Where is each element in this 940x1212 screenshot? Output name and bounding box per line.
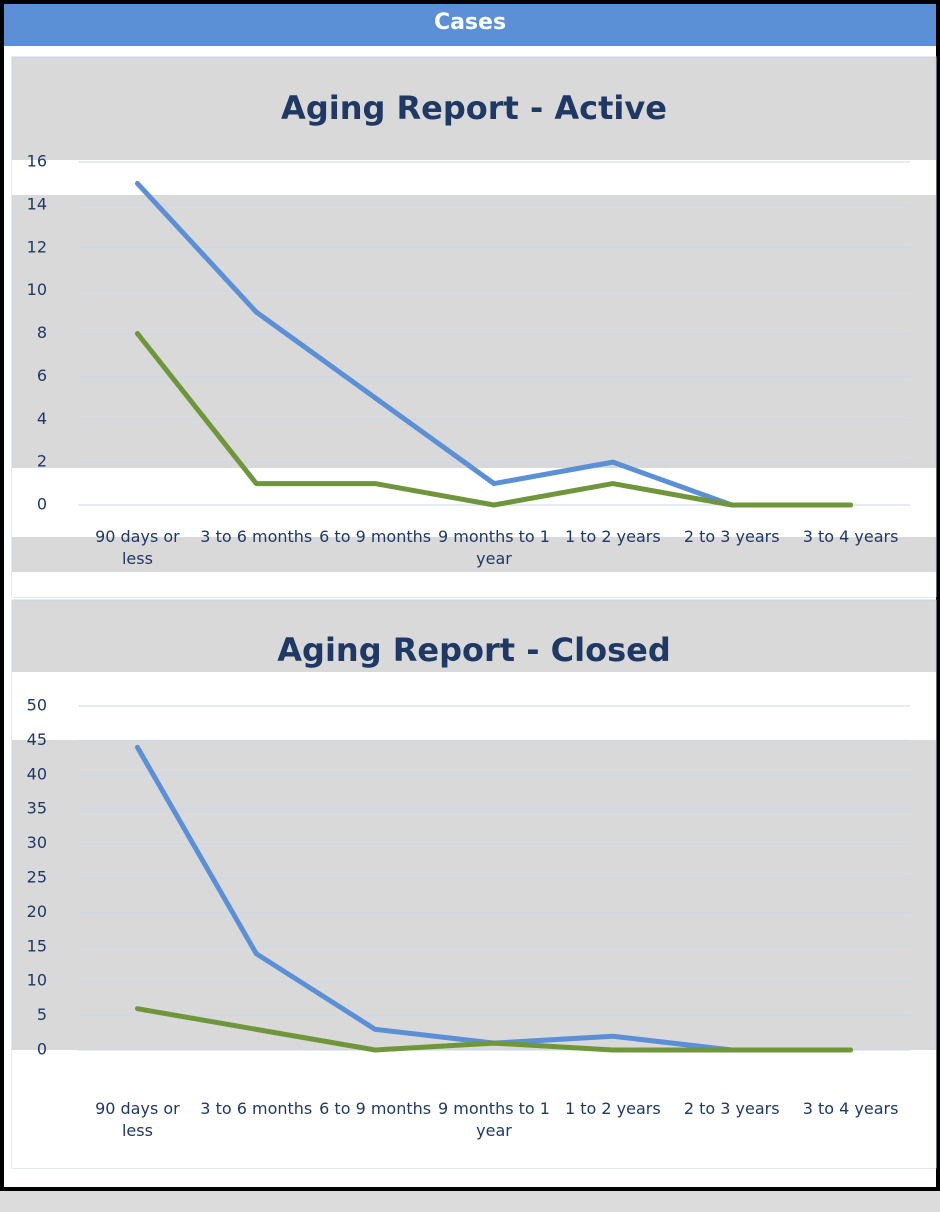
x-tick-label: 2 to 3 years [683, 527, 780, 546]
x-tick-label: 2 to 3 years [683, 1099, 780, 1118]
chart-title: Aging Report - Active [281, 89, 667, 127]
y-tick-label: 14 [27, 194, 47, 213]
y-tick-label: 4 [37, 409, 47, 428]
y-tick-label: 25 [27, 868, 47, 887]
y-tick-label: 15 [27, 936, 47, 955]
panels [11, 56, 937, 1169]
y-tick-label: 35 [27, 799, 47, 818]
x-tick-label: 6 to 9 months [319, 1099, 432, 1118]
y-tick-label: 0 [37, 1040, 47, 1059]
y-tick-label: 16 [27, 152, 47, 171]
x-tick-label: 1 to 2 years [564, 1099, 661, 1118]
x-tick-label: 3 to 6 months [200, 527, 313, 546]
y-tick-label: 5 [37, 1005, 47, 1024]
band [12, 160, 936, 195]
x-tick-label: 9 months to 1 year [438, 1099, 550, 1140]
line-series [134, 1006, 854, 1053]
band [12, 572, 936, 597]
y-tick-label: 10 [27, 971, 47, 990]
y-tick-label: 50 [27, 696, 47, 715]
x-tick-label: 6 to 9 months [319, 527, 432, 546]
x-tick-label: 9 months to 1 year [438, 527, 550, 568]
y-tick-label: 10 [27, 280, 47, 299]
y-tick-label: 30 [27, 833, 47, 852]
y-tick-label: 40 [27, 764, 47, 783]
header: Cases [4, 4, 936, 46]
y-tick-label: 0 [37, 495, 47, 514]
y-tick-label: 45 [27, 730, 47, 749]
y-tick-label: 20 [27, 902, 47, 921]
x-tick-label: 3 to 4 years [802, 527, 899, 546]
y-tick-label: 6 [37, 366, 47, 385]
y-tick-label: 12 [27, 237, 47, 256]
band [12, 1050, 936, 1168]
chart-title: Aging Report - Closed [277, 631, 670, 669]
line-series [134, 331, 854, 508]
x-tick-label: 90 days or less [95, 1099, 180, 1140]
x-tick-label: 3 to 4 years [802, 1099, 899, 1118]
x-tick-label: 1 to 2 years [564, 527, 661, 546]
x-tick-label: 3 to 6 months [200, 1099, 313, 1118]
x-tick-label: 90 days or less [95, 527, 180, 568]
y-tick-label: 8 [37, 323, 47, 342]
y-tick-label: 2 [37, 452, 47, 471]
